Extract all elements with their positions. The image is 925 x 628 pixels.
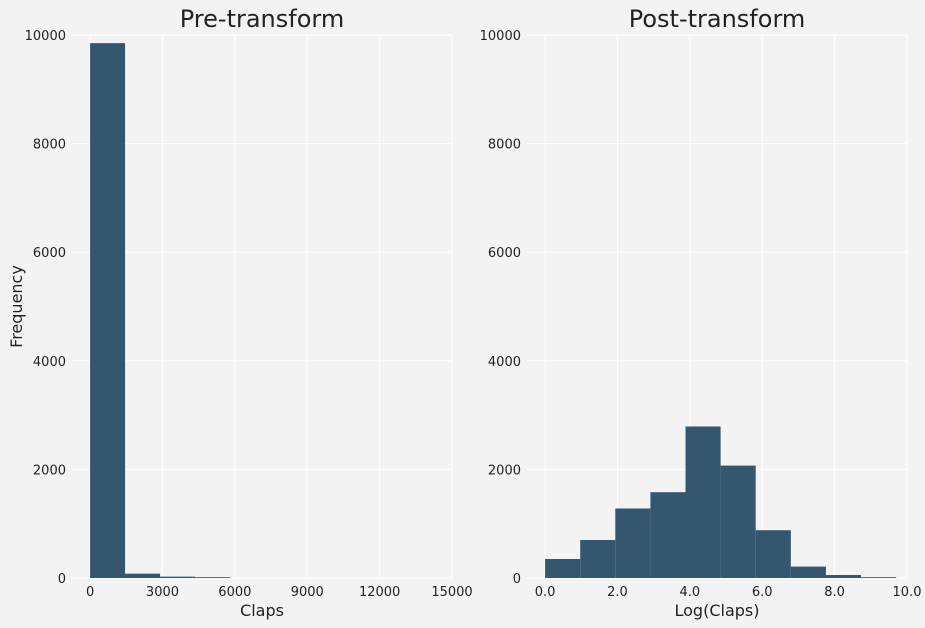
post-histogram-bar	[615, 508, 651, 578]
post-x-tick-label: 8.0	[824, 585, 845, 600]
pre-chart-title: Pre-transform	[180, 5, 344, 33]
pre-x-tick-label: 15000	[431, 585, 472, 600]
post-histogram-bar	[755, 530, 791, 578]
post-y-tick-label: 10000	[480, 29, 521, 44]
pre-x-axis-label: Claps	[240, 601, 284, 620]
pre-x-tick-label: 3000	[146, 585, 179, 600]
pre-x-tick-label: 0	[86, 585, 94, 600]
post-histogram-bar	[720, 465, 756, 578]
pre-y-tick-label: 8000	[33, 138, 66, 153]
pre-y-tick-label: 4000	[33, 355, 66, 370]
pre-histogram-bar	[195, 577, 231, 578]
post-y-tick-label: 2000	[488, 463, 521, 478]
post-x-tick-label: 6.0	[752, 585, 773, 600]
pre-y-axis-label: Frequency	[7, 265, 26, 348]
pre-y-tick-label: 2000	[33, 463, 66, 478]
post-histogram-bar	[545, 558, 581, 578]
post-transform-panel: 0.0 2.0 4.0 6.0 8.0 10.0 0 2000 4000 6000 8000 1000…	[480, 5, 922, 620]
post-x-tick-label: 0.0	[535, 585, 556, 600]
post-histogram-bar	[825, 575, 862, 578]
pre-histogram-bar	[90, 43, 126, 578]
pre-histogram-bar	[125, 573, 161, 578]
post-x-axis-label: Log(Claps)	[675, 601, 760, 620]
post-histogram-bar	[861, 577, 897, 578]
post-chart-title: Post-transform	[629, 5, 806, 33]
pre-y-tick-label: 6000	[33, 246, 66, 261]
pre-y-tick-label: 10000	[25, 29, 66, 44]
pre-y-tick-label: 0	[58, 572, 66, 587]
pre-transform-panel: 0 3000 6000 9000 12000 15000 0 2000 4000 6000 8000…	[7, 5, 473, 620]
post-y-tick-label: 0	[513, 572, 521, 587]
pre-x-tick-label: 12000	[359, 585, 400, 600]
pre-histogram-bar	[160, 576, 196, 578]
post-y-tick-label: 8000	[488, 138, 521, 153]
pre-x-tick-label: 6000	[218, 585, 251, 600]
post-x-tick-label: 4.0	[680, 585, 701, 600]
post-y-tick-label: 6000	[488, 246, 521, 261]
pre-x-tick-label: 9000	[291, 585, 324, 600]
post-x-tick-label: 2.0	[607, 585, 628, 600]
post-y-tick-label: 4000	[488, 355, 521, 370]
post-histogram-bar	[685, 426, 721, 578]
post-x-tick-label: 10.0	[893, 585, 922, 600]
post-histogram-bar	[580, 539, 616, 578]
post-histogram-bar	[650, 492, 686, 578]
post-histogram-bar	[790, 566, 826, 578]
